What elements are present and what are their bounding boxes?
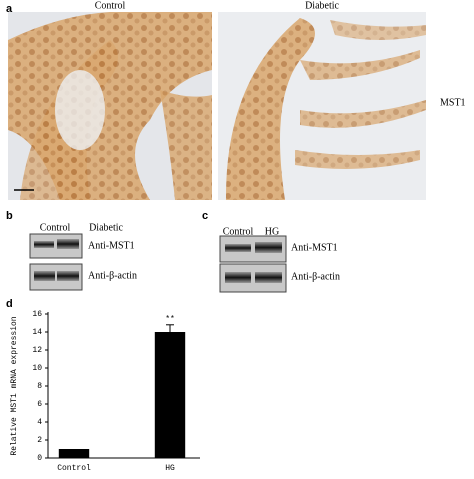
panel-label: b: [6, 210, 13, 222]
panel-label: d: [6, 298, 13, 310]
micrograph: [8, 12, 212, 200]
row-label: Anti-MST1: [291, 242, 338, 253]
y-tick-label: 6: [37, 400, 42, 409]
column-label: Control: [223, 226, 254, 237]
row-label: MST1: [440, 97, 466, 108]
column-label: HG: [265, 226, 279, 237]
bar: [58, 449, 90, 458]
blot: [29, 233, 83, 291]
panel-label: c: [202, 210, 208, 222]
y-tick-label: 12: [32, 346, 42, 355]
micrograph: [218, 12, 426, 200]
bar: [154, 332, 186, 458]
y-axis-label: Relative MST1 mRNA expression: [10, 316, 19, 455]
y-tick-label: 0: [37, 454, 42, 463]
bar-chart: Relative MST1 mRNA expression 0 2 4 6 8 10 12 1…: [10, 310, 200, 473]
significance: **: [165, 315, 175, 324]
y-tick-label: 8: [37, 382, 42, 391]
y-tick-label: 4: [37, 418, 42, 427]
y-tick-label: 2: [37, 436, 42, 445]
column-label: Diabetic: [305, 0, 339, 11]
row-label: Anti-MST1: [88, 240, 135, 251]
x-tick-label: HG: [165, 464, 175, 473]
blot: [219, 235, 287, 293]
row-label: Anti-β-actin: [88, 270, 137, 281]
column-label: Control: [40, 222, 71, 233]
y-tick-label: 16: [32, 310, 42, 319]
row-label: Anti-β-actin: [291, 271, 340, 282]
x-tick-label: Control: [57, 464, 91, 473]
panel-label: a: [6, 3, 13, 15]
y-tick-label: 10: [32, 364, 42, 373]
column-label: Diabetic: [89, 222, 123, 233]
y-tick-label: 14: [32, 328, 42, 337]
column-label: Control: [95, 0, 126, 11]
